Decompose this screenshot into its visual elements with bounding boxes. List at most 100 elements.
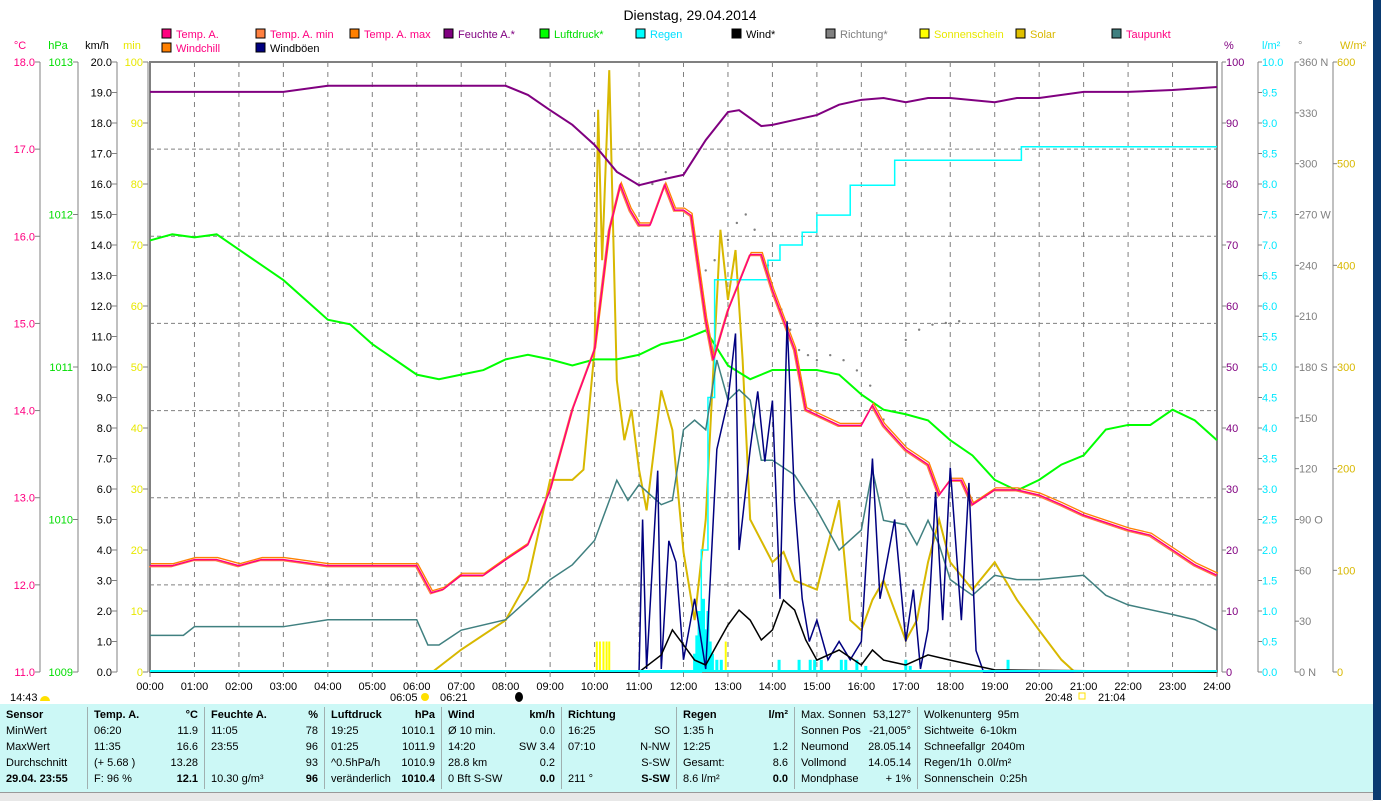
- rain-bar: [808, 659, 812, 672]
- table-column: Regen l/m² 1:35 h 12:25 1.2 Gesamt: 8.6 8.6 l/m…: [677, 707, 795, 789]
- table-row: Mondphase + 1%: [795, 771, 917, 787]
- legend-label: Richtung*: [840, 29, 888, 41]
- dir-tick-label: 90 O: [1299, 515, 1323, 527]
- legend-swatch: [539, 28, 550, 39]
- x-tick-label: 03:00: [270, 681, 298, 693]
- direction-dot: [931, 323, 934, 326]
- direction-dot: [713, 259, 716, 262]
- legend-label: Feuchte A.*: [458, 29, 516, 41]
- rain-bar: [697, 611, 701, 672]
- sunshine-bar: [595, 641, 598, 672]
- table-value: S-SW: [641, 757, 670, 769]
- min-tick-label: 90: [131, 118, 143, 130]
- x-tick-label: 16:00: [848, 681, 876, 693]
- direction-dot: [904, 338, 907, 342]
- table-row: Regen/1h 0.0l/m²: [918, 755, 1029, 771]
- table-label: Feuchte A.: [211, 709, 267, 721]
- wind-tick-label: 12.0: [91, 301, 112, 313]
- solar-axis-unit: W/m²: [1340, 40, 1367, 52]
- hum-tick-label: 20: [1226, 545, 1238, 557]
- table-label: Wind: [448, 709, 475, 721]
- table-value: 0.0: [539, 773, 555, 785]
- solar-tick-label: 300: [1337, 362, 1355, 374]
- temp-axis-unit: °C: [14, 40, 26, 52]
- table-value: 6-10km: [980, 725, 1017, 737]
- rain-axis-unit: l/m²: [1262, 40, 1281, 52]
- table-value: 14.05.14: [868, 757, 911, 769]
- legend-swatch: [161, 42, 172, 53]
- legend-label: Windböen: [270, 43, 320, 55]
- temp-tick-label: 14.0: [14, 406, 35, 418]
- table-label: 19:25: [331, 725, 359, 737]
- rain-bar: [693, 653, 697, 672]
- direction-dot: [735, 221, 739, 225]
- solar-tick-label: 500: [1337, 159, 1355, 171]
- table-value: 93: [305, 757, 318, 769]
- rain-tick-label: 4.0: [1262, 423, 1277, 435]
- table-label: 211 °: [568, 773, 593, 785]
- temp-tick-label: 15.0: [14, 318, 35, 330]
- table-column: Max. Sonnen 53,127° Sonnen Pos -21,005° Neum…: [795, 707, 918, 789]
- min-tick-label: 70: [131, 240, 143, 252]
- table-value: 0.2: [539, 757, 555, 769]
- dir-tick-label: 180 S: [1299, 362, 1328, 374]
- temp-tick-label: 17.0: [14, 144, 35, 156]
- press-tick-label: 1013: [49, 57, 73, 69]
- min-tick-label: 100: [125, 57, 143, 69]
- table-row: Durchschnitt: [0, 755, 87, 771]
- table-value: S-SW: [641, 773, 670, 785]
- direction-dot: [957, 320, 961, 323]
- dir-tick-label: 0 N: [1299, 667, 1316, 679]
- table-label: Sonnen Pos: [801, 725, 861, 737]
- table-label: Max. Sonnen: [801, 709, 866, 721]
- legend-swatch: [919, 28, 930, 39]
- table-label: 16:25: [568, 725, 596, 737]
- rain-bar: [813, 659, 817, 672]
- rain-tick-label: 1.0: [1262, 606, 1277, 618]
- table-label: MaxWert: [6, 741, 50, 753]
- x-tick-label: 21:00: [1070, 681, 1098, 693]
- dir-tick-label: 60: [1299, 565, 1311, 577]
- wind-tick-label: 7.0: [97, 454, 112, 466]
- legend-label: Taupunkt: [1126, 29, 1171, 41]
- table-value: %: [308, 709, 318, 721]
- legend-label: Solar: [1030, 29, 1056, 41]
- direction-dot: [744, 213, 747, 216]
- x-tick-label: 13:00: [714, 681, 742, 693]
- wind-tick-label: 15.0: [91, 210, 112, 222]
- table-value: 1.2: [772, 741, 788, 753]
- table-row: 11:05 78: [205, 723, 324, 739]
- table-label: Sensor: [6, 709, 44, 721]
- direction-dot: [855, 369, 859, 372]
- x-tick-label: 22:00: [1114, 681, 1142, 693]
- legend-swatch: [1111, 28, 1122, 39]
- x-tick-label: 12:00: [670, 681, 698, 693]
- current-time: 14:43: [10, 692, 38, 704]
- solar-tick-label: 200: [1337, 464, 1355, 476]
- direction-dot: [806, 353, 810, 357]
- rain-tick-label: 5.0: [1262, 362, 1277, 374]
- table-row: S-SW: [562, 755, 676, 771]
- table-label: (+ 5.68 ): [94, 757, 136, 769]
- rain-bar: [702, 598, 706, 672]
- min-tick-label: 20: [131, 545, 143, 557]
- legend-swatch: [349, 28, 360, 39]
- table-row: 01:25 1011.9: [325, 739, 441, 755]
- min-tick-label: 0: [137, 667, 143, 679]
- table-row: ^0.5hPa/h 1010.9: [325, 755, 441, 771]
- dir-axis-unit: °: [1298, 40, 1302, 52]
- civil-sunset-time: 21:04: [1098, 692, 1126, 704]
- direction-dot: [815, 359, 819, 362]
- temp-tick-label: 13.0: [14, 493, 35, 505]
- x-tick-label: 08:00: [492, 681, 520, 693]
- table-value: SO: [654, 725, 670, 737]
- table-value: 78: [305, 725, 318, 737]
- legend-swatch: [731, 28, 742, 39]
- table-label: 11:35: [94, 741, 121, 753]
- sunrise-time: 06:05: [390, 692, 418, 704]
- x-tick-label: 02:00: [225, 681, 253, 693]
- table-row: 23:55 96: [205, 739, 324, 755]
- sun-markers: 14:43 06:05 06:21 20:48 21:04: [10, 692, 1126, 704]
- x-tick-label: 01:00: [181, 681, 209, 693]
- sun-icon: [40, 696, 50, 701]
